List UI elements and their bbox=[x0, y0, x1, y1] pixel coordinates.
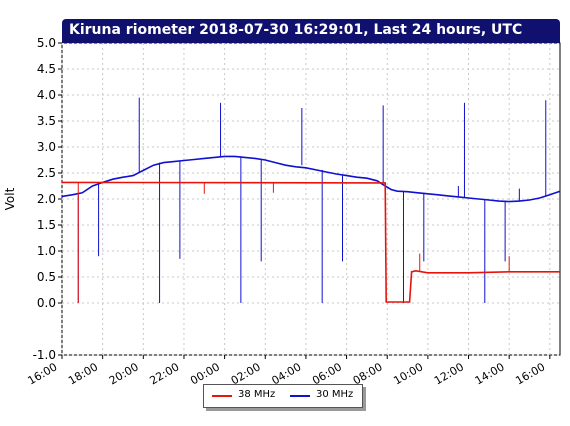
legend-label-30mhz: 30 MHz bbox=[316, 389, 354, 400]
grid bbox=[61, 42, 560, 356]
legend-swatch-30mhz bbox=[290, 395, 310, 397]
chart-title: Kiruna riometer 2018-07-30 16:29:01, Las… bbox=[69, 22, 523, 38]
series-layer bbox=[61, 97, 561, 303]
legend-label-38mhz: 38 MHz bbox=[238, 389, 276, 400]
legend: 38 MHz 30 MHz bbox=[203, 384, 363, 408]
y-tick-label: 3.0 bbox=[37, 140, 56, 154]
y-tick-label: 1.5 bbox=[37, 218, 56, 232]
y-tick-label: 0.5 bbox=[37, 270, 56, 284]
y-tick-label: 4.0 bbox=[37, 88, 56, 102]
x-tick-label: 16:00 bbox=[513, 360, 547, 387]
y-tick-label: -1.0 bbox=[33, 348, 56, 362]
y-tick-label: 2.0 bbox=[37, 192, 56, 206]
series-line bbox=[61, 181, 560, 303]
x-tick-label: 18:00 bbox=[66, 360, 100, 387]
y-tick-label: 4.5 bbox=[37, 62, 56, 76]
x-axis-ticks: 16:00 18:00 20:00 22:00 00:00 02:00 04:00 06:00… bbox=[26, 355, 551, 387]
x-tick-label: 10:00 bbox=[391, 360, 425, 387]
y-axis-label: Volt bbox=[3, 187, 17, 210]
x-tick-label: 12:00 bbox=[432, 360, 466, 387]
chart-title-bar: Kiruna riometer 2018-07-30 16:29:01, Las… bbox=[62, 19, 560, 43]
x-tick-label: 20:00 bbox=[107, 360, 141, 387]
series-line bbox=[61, 155, 561, 203]
y-tick-label: 0.0 bbox=[37, 296, 56, 310]
x-tick-label: 22:00 bbox=[148, 360, 182, 387]
y-tick-label: 1.0 bbox=[37, 244, 56, 258]
legend-swatch-38mhz bbox=[212, 395, 232, 397]
y-tick-label: 2.5 bbox=[37, 166, 56, 180]
x-tick-label: 14:00 bbox=[473, 360, 507, 387]
y-tick-label: 3.5 bbox=[37, 114, 56, 128]
x-tick-label: 16:00 bbox=[26, 360, 60, 387]
series-38-mhz bbox=[61, 181, 560, 303]
y-axis-ticks: -1.0 0.0 0.5 1.0 1.5 2.0 2.5 3.0 3.5 4.0 4.5 5.0 bbox=[33, 36, 62, 362]
y-tick-label: 5.0 bbox=[37, 36, 56, 50]
